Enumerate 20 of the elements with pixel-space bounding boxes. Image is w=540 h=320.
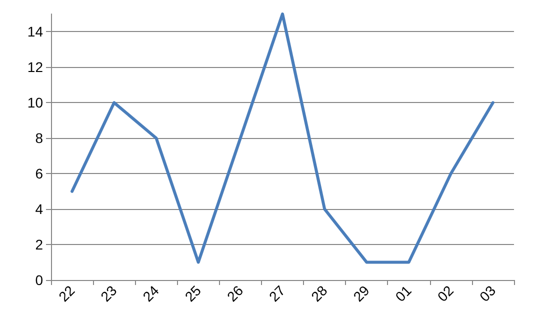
y-tick-label: 12 [27, 59, 44, 76]
x-tick-label: 28 [308, 282, 330, 305]
x-tick-label: 26 [224, 282, 246, 305]
x-tick-label: 03 [476, 282, 499, 305]
y-tick-label: 4 [35, 201, 44, 218]
x-tick-label: 29 [350, 282, 372, 305]
y-tick-label: 6 [35, 166, 44, 182]
y-tick-label: 14 [27, 24, 44, 40]
x-tick-label: 25 [182, 282, 204, 305]
x-tick-label: 01 [392, 282, 415, 305]
x-tick-label: 27 [266, 282, 288, 305]
x-tick-label: 22 [55, 282, 78, 305]
y-tick-label: 0 [35, 272, 44, 288]
x-tick-label: 24 [140, 282, 162, 305]
y-tick-label: 10 [27, 94, 44, 111]
y-tick-label: 2 [35, 236, 44, 253]
x-tick-label: 23 [97, 282, 120, 305]
y-tick-label: 8 [35, 130, 44, 146]
line-series [70, 12, 494, 264]
x-tick-label: 02 [434, 282, 457, 305]
